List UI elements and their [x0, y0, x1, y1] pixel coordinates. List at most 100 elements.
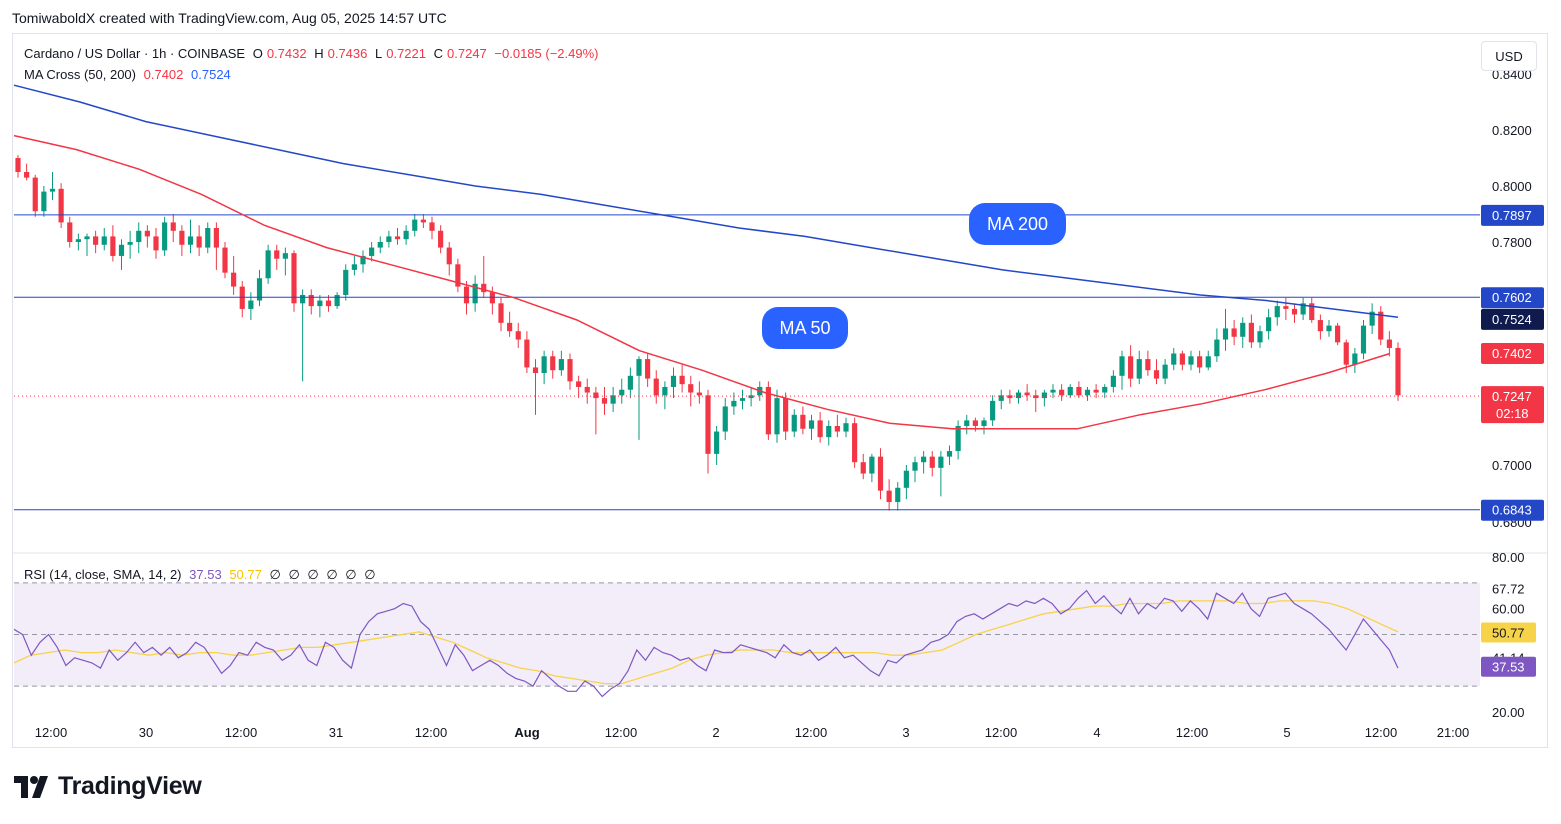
price-chart[interactable]: 0.84000.82000.80000.78000.70000.68000.78… [0, 0, 1561, 750]
candle-body [110, 236, 116, 256]
candle-body [153, 236, 159, 251]
candle-body [946, 451, 953, 457]
candle-body [360, 255, 366, 265]
candle-body [1352, 353, 1358, 365]
level-price-badge: 0.7602 [1492, 290, 1532, 305]
time-tick-label: 5 [1283, 725, 1290, 740]
candle-body [49, 188, 56, 192]
candle-body [1257, 331, 1263, 343]
candle-body [196, 236, 202, 248]
candle-body [291, 253, 297, 304]
empty-value: ∅ [326, 567, 338, 582]
candle-body [1386, 339, 1392, 348]
candle-body [403, 230, 409, 240]
time-tick-label: Aug [514, 725, 539, 740]
candle-body [972, 420, 978, 426]
ma50-line [13, 134, 1391, 430]
candle-body [921, 456, 927, 463]
candle-body [834, 425, 840, 432]
candle-body [955, 425, 961, 452]
candle-body [1076, 386, 1082, 396]
candle-body [852, 423, 858, 463]
time-tick-label: 12:00 [985, 725, 1018, 740]
candle-body [903, 470, 909, 488]
candle-body [118, 244, 125, 256]
price-tick-label: 0.8200 [1492, 123, 1532, 138]
candle-body [998, 395, 1004, 401]
rsi-indicator-name[interactable]: RSI (14, close, SMA, 14, 2) [24, 567, 182, 582]
candle-body [84, 236, 90, 240]
candle-body [696, 392, 702, 396]
rsi-tick-label: 80.00 [1492, 550, 1525, 565]
candle-body [67, 222, 73, 242]
candle-body [1033, 395, 1039, 399]
tradingview-logo[interactable]: TradingView [14, 772, 202, 801]
candle-body [481, 283, 487, 293]
candle-body [1015, 392, 1022, 399]
candle-body [472, 283, 478, 304]
high-label: H [314, 46, 324, 61]
currency-button[interactable]: USD [1481, 41, 1537, 71]
candle-body [791, 414, 797, 432]
candle-body [688, 384, 694, 393]
candle-body [420, 219, 426, 223]
candle-body [179, 230, 185, 245]
candle-body [610, 395, 616, 404]
candle-body [619, 389, 625, 396]
ma200-line [13, 84, 1399, 319]
candle-body [386, 236, 392, 242]
candle-body [1369, 311, 1375, 326]
candle-body [515, 331, 521, 340]
candle-body [1084, 389, 1091, 396]
candle-body [964, 420, 970, 426]
ma50-callout: MA 50 [762, 307, 848, 349]
candle-body [662, 386, 668, 396]
candle-body [714, 431, 720, 454]
rsi-line [13, 589, 1399, 698]
candle-body [1179, 353, 1185, 365]
ma50-price-badge: 0.7402 [1492, 346, 1532, 361]
candle-body [1395, 347, 1401, 396]
candle-body [446, 247, 452, 265]
candle-body [808, 420, 815, 429]
candle-body [317, 300, 323, 307]
candle-body [1222, 328, 1229, 340]
candle-body [377, 242, 383, 248]
candle-body [1205, 356, 1211, 368]
ma-indicator-name[interactable]: MA Cross (50, 200) [24, 67, 136, 82]
candle-body [748, 395, 754, 399]
open-value: 0.7432 [266, 46, 307, 61]
candle-body [1145, 359, 1151, 371]
rsi-sma-badge-bg [1481, 622, 1536, 643]
candle-body [231, 272, 237, 287]
close-value: 0.7247 [447, 46, 487, 61]
candle-body [636, 359, 642, 376]
time-tick-label: 12:00 [225, 725, 258, 740]
rsi-sma-legend-value: 50.77 [229, 567, 262, 582]
candle-body [455, 264, 461, 287]
candle-body [144, 230, 150, 237]
open-label: O [252, 46, 263, 61]
low-label: L [375, 46, 383, 61]
candle-body [1024, 392, 1030, 396]
candle-body [162, 222, 168, 251]
candle-body [75, 239, 81, 242]
candle-body [343, 269, 349, 295]
candle-body [1214, 339, 1220, 357]
close-label: C [433, 46, 444, 61]
candle-body [1197, 356, 1203, 368]
tradingview-logo-icon [14, 775, 48, 798]
candle-body [576, 381, 582, 387]
ma200-legend-value: 0.7524 [191, 67, 231, 82]
candle-body [1266, 317, 1272, 332]
time-tick-label: 12:00 [415, 725, 448, 740]
candle-body [369, 247, 375, 256]
candles-group [15, 155, 1401, 511]
candle-body [187, 236, 194, 245]
candle-body [463, 286, 470, 304]
candle-body [1274, 306, 1280, 318]
symbol-title[interactable]: Cardano / US Dollar · 1h · COINBASE [24, 46, 246, 61]
candle-body [645, 359, 651, 379]
candle-body [1248, 322, 1254, 343]
rsi-tick-label: 67.72 [1492, 582, 1525, 597]
